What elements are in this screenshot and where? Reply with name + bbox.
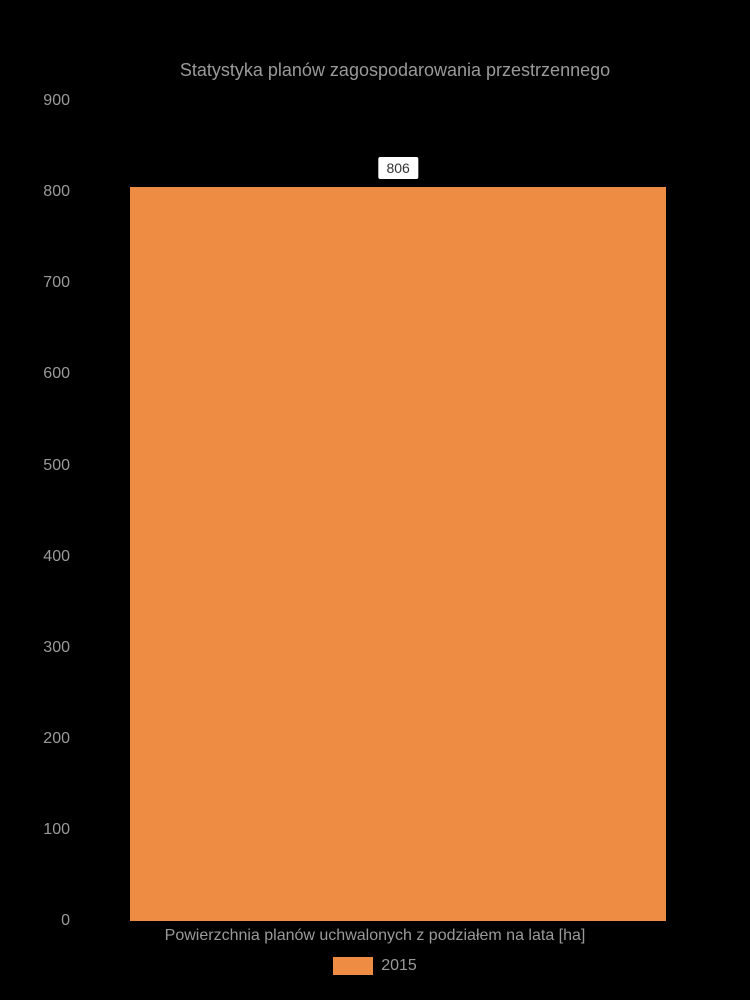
y-tick-200: 200: [43, 730, 70, 748]
legend: 2015: [0, 957, 750, 975]
y-axis: 0 100 200 300 400 500 600 700 800 900: [40, 101, 80, 921]
y-tick-500: 500: [43, 457, 70, 475]
plot-area: 0 100 200 300 400 500 600 700 800 900 80…: [80, 101, 710, 921]
bar-2015: 806: [130, 187, 666, 921]
y-tick-100: 100: [43, 821, 70, 839]
x-axis-label: Powierzchnia planów uchwalonych z podzia…: [0, 927, 750, 945]
bar-area: 806: [80, 101, 710, 921]
legend-label: 2015: [381, 957, 417, 975]
bar-value-label: 806: [378, 157, 417, 179]
y-tick-700: 700: [43, 274, 70, 292]
chart-container: Statystyka planów zagospodarowania przes…: [0, 0, 750, 1000]
y-tick-300: 300: [43, 639, 70, 657]
y-tick-800: 800: [43, 183, 70, 201]
legend-swatch: [333, 957, 373, 975]
y-tick-400: 400: [43, 548, 70, 566]
y-tick-600: 600: [43, 365, 70, 383]
y-tick-900: 900: [43, 92, 70, 110]
chart-title: Statystyka planów zagospodarowania przes…: [80, 60, 710, 81]
